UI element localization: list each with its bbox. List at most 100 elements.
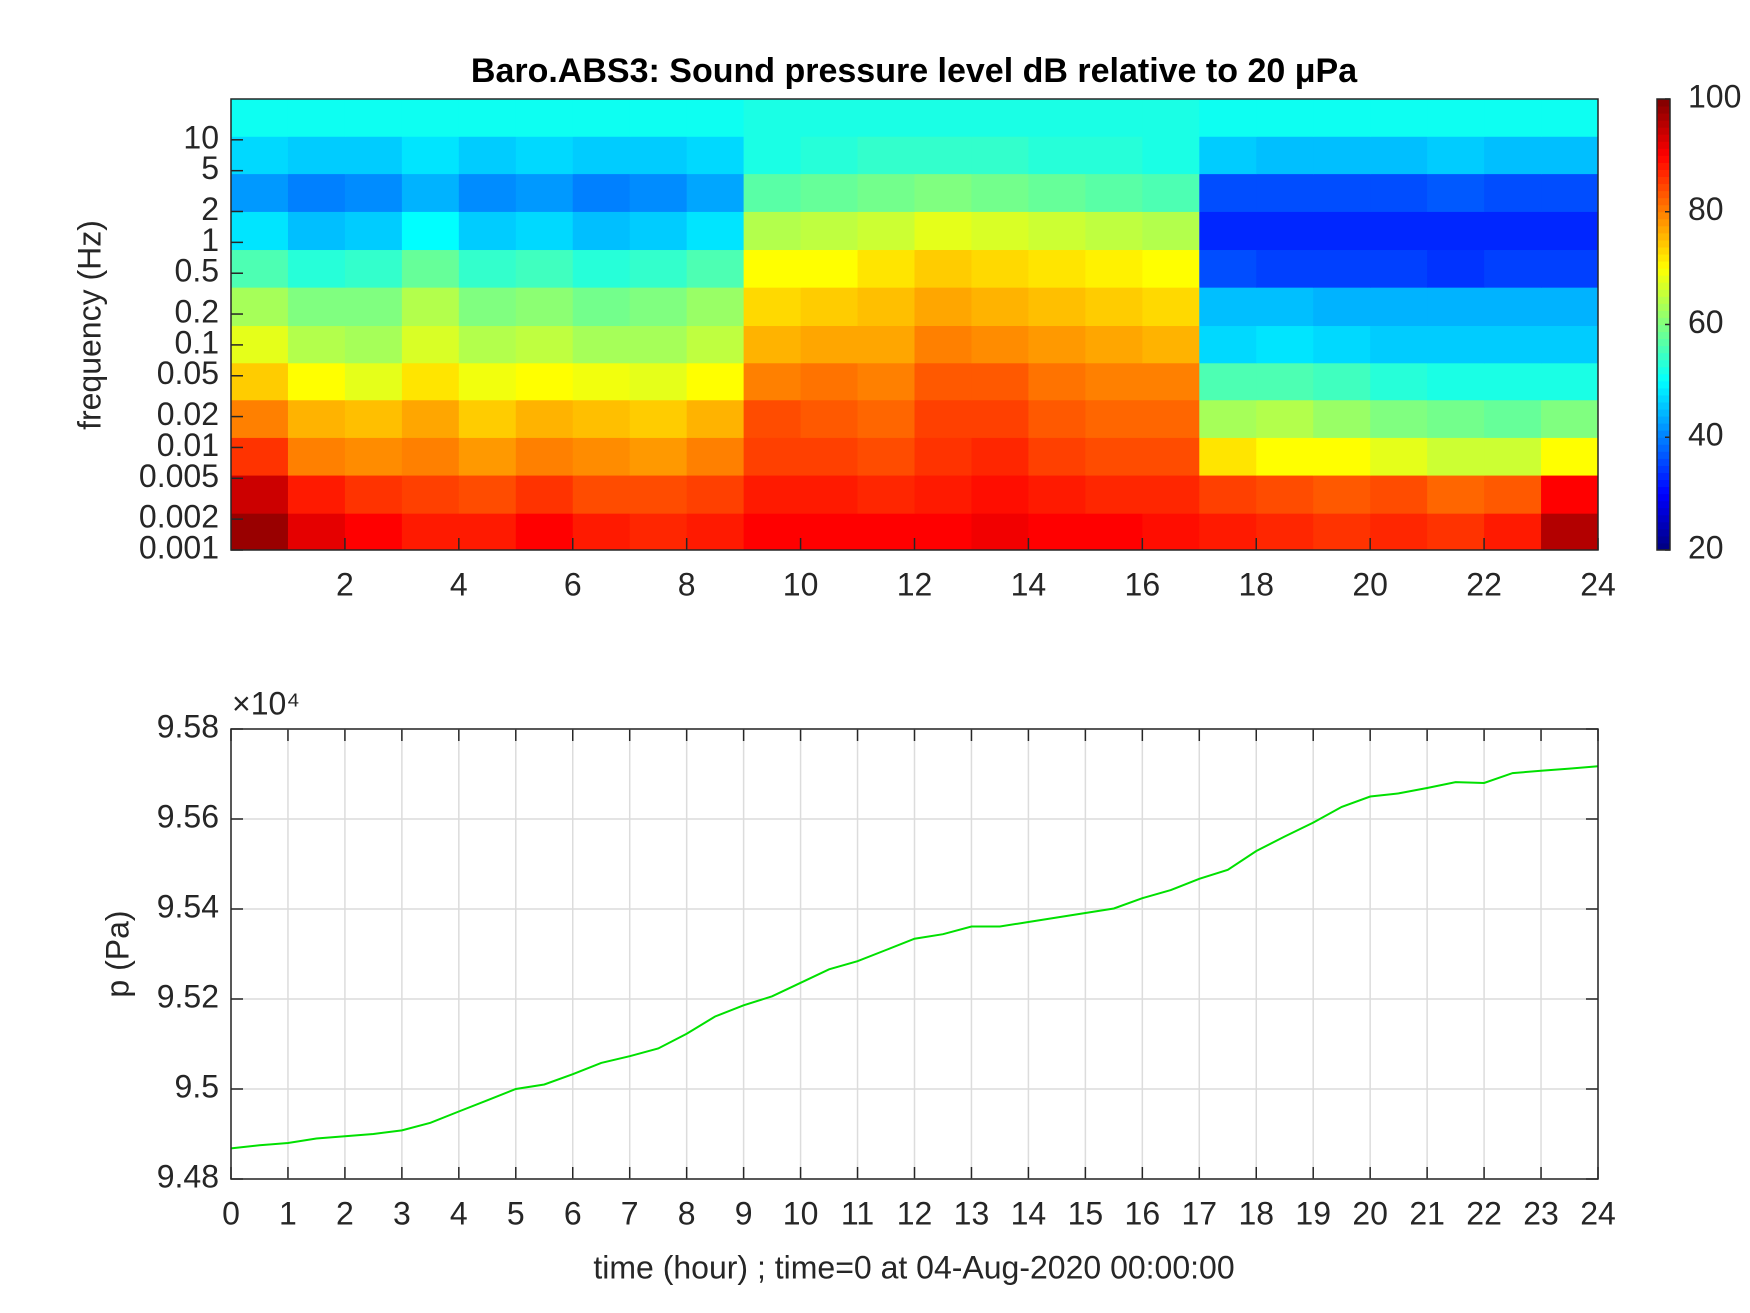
heatmap-cell (857, 362, 916, 401)
x-tick-label: 10 (783, 1195, 819, 1231)
line-series (230, 765, 1599, 1150)
colorbar-swatch (1657, 310, 1670, 318)
heatmap-cell (1370, 249, 1428, 288)
colorbar-swatch (1657, 106, 1670, 114)
x-tick-label: 17 (1181, 1195, 1217, 1231)
colorbar-swatch (1657, 176, 1670, 185)
colorbar-swatch (1657, 261, 1670, 269)
colorbar-swatch (1657, 134, 1670, 142)
heatmap-cell (572, 399, 631, 438)
heatmap-cell (1256, 513, 1314, 550)
heatmap-cell (629, 136, 688, 175)
colorbar-swatch (1657, 162, 1670, 170)
heatmap-cell (1541, 173, 1598, 212)
heatmap-cell (344, 99, 403, 137)
heatmap-cell (458, 325, 517, 364)
colorbar-swatch (1657, 465, 1670, 473)
heatmap-cell (971, 513, 1030, 550)
heatmap-cell (458, 249, 517, 288)
heatmap-cell (686, 437, 745, 476)
heatmap-cell (1427, 173, 1485, 212)
x-tick-label: 22 (1466, 1195, 1502, 1231)
y-axis-label: p (Pa) (99, 910, 135, 997)
heatmap-cell (1541, 325, 1598, 364)
heatmap-cell (231, 211, 289, 251)
colorbar-swatch (1657, 472, 1670, 481)
heatmap-cell (1085, 325, 1143, 364)
heatmap-cell (515, 249, 574, 288)
chart-title: Baro.ABS3: Sound pressure level dB relat… (471, 52, 1358, 90)
heatmap-cell (686, 399, 745, 438)
heatmap-cell (287, 99, 346, 137)
heatmap-cell (800, 362, 859, 401)
heatmap-cell (1085, 362, 1143, 401)
heatmap-cell (344, 362, 403, 401)
x-axis-label: time (hour) ; time=0 at 04-Aug-2020 00:0… (593, 1249, 1234, 1285)
heatmap-cell (344, 474, 403, 514)
heatmap-cell (1484, 287, 1542, 327)
heatmap-cell (629, 99, 688, 137)
y-tick-label: 1 (201, 222, 219, 258)
x-tick-label: 18 (1238, 566, 1274, 602)
x-tick-label: 3 (393, 1195, 411, 1231)
heatmap-cell (800, 287, 859, 327)
y-tick-label: 5 (201, 150, 219, 186)
heatmap-cell (1142, 287, 1200, 327)
heatmap-cell (572, 437, 631, 476)
heatmap-cell (629, 513, 688, 550)
heatmap-cell (515, 437, 574, 476)
colorbar-swatch (1657, 451, 1670, 459)
heatmap-cell (1370, 287, 1428, 327)
x-tick-label: 10 (783, 566, 819, 602)
heatmap-cell (1427, 437, 1485, 476)
heatmap-cell (1427, 474, 1485, 514)
colorbar-swatch (1657, 423, 1670, 431)
heatmap-cell (1370, 325, 1428, 364)
heatmap-cell (1541, 474, 1598, 514)
colorbar-swatch (1657, 289, 1670, 297)
heatmap-cell (1313, 362, 1371, 401)
colorbar-swatch (1657, 444, 1670, 452)
heatmap-cell (401, 173, 460, 212)
heatmap-cell (1142, 211, 1200, 251)
y-tick-label: 2 (201, 191, 219, 227)
heatmap-cell (1256, 437, 1314, 476)
heatmap-cell (1256, 249, 1314, 288)
colorbar-swatch (1657, 493, 1670, 502)
heatmap-cell (344, 513, 403, 550)
heatmap-cell (458, 136, 517, 175)
heatmap-cell (686, 211, 745, 251)
heatmap-cell (458, 287, 517, 327)
heatmap-cell (1256, 173, 1314, 212)
heatmap-cell (287, 399, 346, 438)
colorbar-swatch (1657, 331, 1670, 340)
x-tick-label: 16 (1125, 566, 1161, 602)
heatmap-cell (1028, 211, 1086, 251)
heatmap-cell (914, 211, 973, 251)
heatmap-cell (1370, 99, 1428, 137)
colorbar-swatch (1657, 296, 1670, 304)
heatmap-cell (572, 362, 631, 401)
x-tick-label: 13 (954, 1195, 990, 1231)
heatmap-cell (458, 399, 517, 438)
colorbar-swatch (1657, 169, 1670, 178)
colorbar-swatch (1657, 99, 1670, 107)
heatmap-cell (743, 399, 802, 438)
heatmap-cell (1313, 249, 1371, 288)
heatmap-cell (743, 249, 802, 288)
heatmap-cell (743, 513, 802, 550)
heatmap-cell (231, 99, 289, 137)
heatmap-cell (458, 437, 517, 476)
heatmap-cell (1370, 173, 1428, 212)
heatmap-cell (344, 173, 403, 212)
heatmap-cell (458, 211, 517, 251)
colorbar-swatch (1657, 239, 1670, 248)
heatmap-cell (1142, 399, 1200, 438)
heatmap-cell (629, 399, 688, 438)
heatmap-cell (800, 399, 859, 438)
heatmap-cell (287, 325, 346, 364)
colorbar-tick-label: 80 (1688, 191, 1724, 227)
heatmap-cell (800, 173, 859, 212)
heatmap-cell (1085, 173, 1143, 212)
heatmap-cell (231, 173, 289, 212)
